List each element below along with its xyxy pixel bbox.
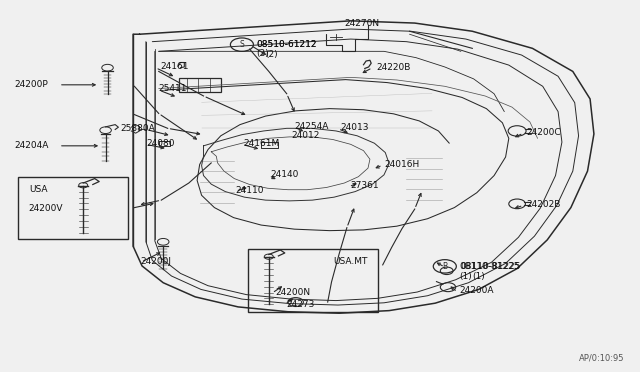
Text: (1): (1) (460, 272, 472, 280)
Text: AP/0:10:95: AP/0:10:95 (579, 354, 624, 363)
Text: 24200N: 24200N (275, 288, 310, 296)
Text: 24013: 24013 (340, 124, 369, 132)
Text: 24110: 24110 (236, 186, 264, 195)
Text: 24200A: 24200A (460, 286, 494, 295)
Text: 08510-61212: 08510-61212 (256, 40, 317, 49)
Text: S: S (239, 40, 244, 49)
Text: USA: USA (29, 185, 48, 194)
Text: USA.MT: USA.MT (333, 257, 367, 266)
Text: (2): (2) (257, 49, 269, 58)
Text: B: B (442, 262, 447, 271)
Text: 24200P: 24200P (14, 80, 48, 89)
Text: 24220B: 24220B (376, 63, 411, 72)
Text: (1): (1) (472, 272, 485, 280)
Text: 24204A: 24204A (14, 141, 49, 150)
Text: (2): (2) (266, 50, 278, 59)
Text: 24200V: 24200V (28, 204, 63, 213)
Bar (18, 177, 128, 239)
Text: 24012: 24012 (291, 131, 319, 140)
Text: 24273: 24273 (287, 300, 315, 309)
Text: 24200J: 24200J (141, 257, 172, 266)
Text: 24016H: 24016H (384, 160, 419, 169)
Text: 24140: 24140 (270, 170, 298, 179)
Text: 25411: 25411 (159, 84, 188, 93)
Text: 08510-61212: 08510-61212 (257, 40, 317, 49)
Text: 24080: 24080 (146, 139, 175, 148)
Text: 08110-81225: 08110-81225 (460, 262, 520, 271)
Bar (179, 78, 221, 92)
Text: 25880A: 25880A (120, 124, 155, 133)
Text: 24161: 24161 (160, 62, 189, 71)
Text: 24202B: 24202B (526, 200, 561, 209)
Text: 24270N: 24270N (344, 19, 380, 28)
Text: 24200C: 24200C (526, 128, 561, 137)
Text: 24254A: 24254A (294, 122, 329, 131)
Text: 24161M: 24161M (243, 139, 280, 148)
Text: 27361: 27361 (351, 182, 380, 190)
Bar (248, 249, 378, 312)
Text: 08110-81225: 08110-81225 (461, 262, 522, 271)
